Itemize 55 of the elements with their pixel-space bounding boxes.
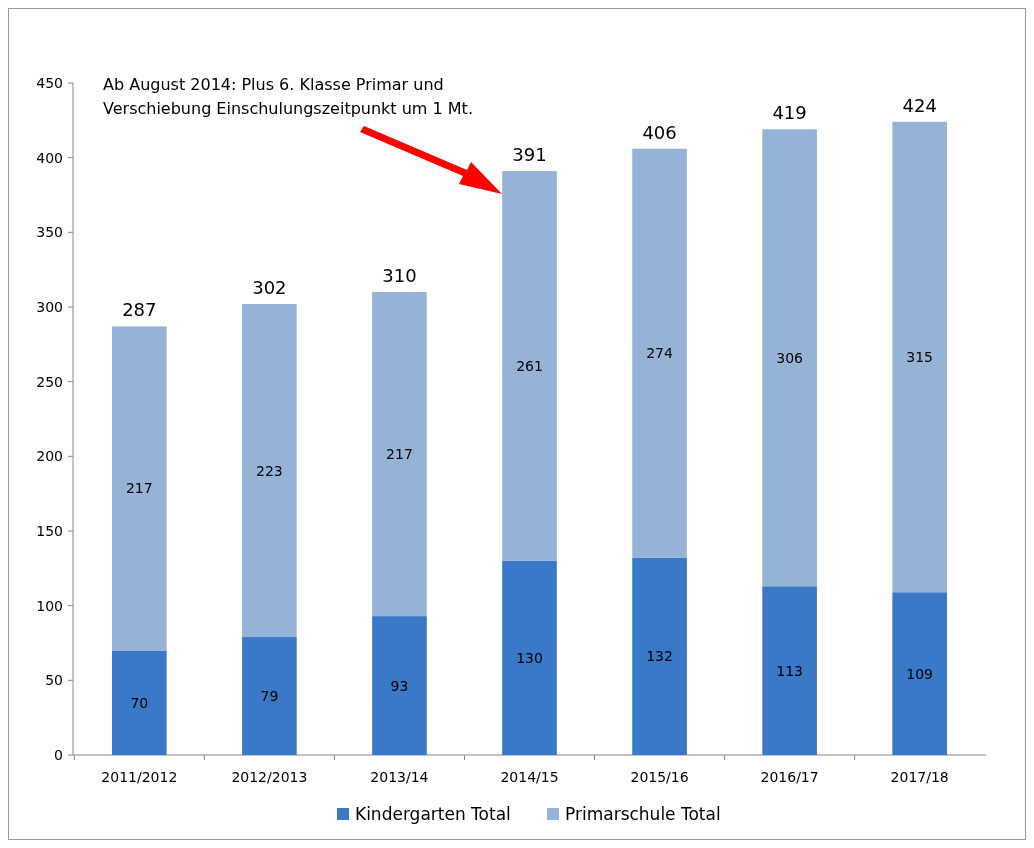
bar bbox=[632, 557, 687, 755]
data-label: 79 bbox=[260, 688, 279, 705]
data-label: 132 bbox=[646, 648, 673, 665]
total-label: 419 bbox=[772, 102, 807, 124]
bar bbox=[892, 121, 947, 593]
bar bbox=[112, 326, 167, 651]
x-tick-label: 2017/18 bbox=[890, 769, 949, 785]
total-label: 424 bbox=[902, 94, 937, 116]
data-label: 217 bbox=[386, 446, 413, 463]
data-label: 261 bbox=[516, 357, 543, 374]
data-label: 306 bbox=[776, 349, 804, 366]
data-label: 93 bbox=[390, 677, 409, 694]
data-label: 113 bbox=[776, 662, 803, 679]
data-label: 130 bbox=[516, 649, 543, 666]
legend-label: Kindergarten Total bbox=[355, 804, 511, 824]
data-label: 274 bbox=[646, 345, 673, 362]
x-tick-label: 2016/17 bbox=[760, 769, 819, 785]
bar bbox=[372, 616, 427, 755]
total-label: 391 bbox=[512, 144, 547, 166]
y-tick-label: 400 bbox=[36, 149, 63, 166]
data-label: 315 bbox=[906, 349, 934, 366]
y-tick-label: 300 bbox=[36, 299, 63, 315]
y-tick-label: 450 bbox=[36, 75, 63, 91]
data-label: 223 bbox=[256, 462, 283, 479]
x-tick-label: 2012/2013 bbox=[231, 769, 308, 785]
y-tick-label: 200 bbox=[36, 448, 63, 465]
total-label: 310 bbox=[382, 265, 417, 287]
y-tick-label: 150 bbox=[36, 523, 63, 539]
bar bbox=[372, 292, 427, 617]
bar bbox=[242, 304, 297, 638]
bar bbox=[502, 560, 557, 755]
x-tick-label: 2014/15 bbox=[500, 769, 559, 785]
bar bbox=[242, 637, 297, 755]
legend-label: Primarschule Total bbox=[565, 804, 721, 824]
annotation: Ab August 2014: Plus 6. Klasse Primar und Verschiebung Einschulungszeitpunkt um 1 Mt. bbox=[103, 75, 473, 118]
bar bbox=[632, 148, 687, 558]
y-tick-label: 50 bbox=[45, 672, 63, 689]
y-tick-label: 100 bbox=[36, 597, 63, 614]
total-label: 287 bbox=[122, 299, 157, 321]
total-label: 302 bbox=[252, 277, 287, 299]
bar bbox=[762, 586, 817, 755]
x-tick-label: 2015/16 bbox=[630, 769, 689, 785]
y-tick-label: 0 bbox=[54, 747, 63, 763]
x-tick-label: 2013/14 bbox=[370, 769, 429, 785]
data-label: 70 bbox=[130, 694, 149, 711]
bar bbox=[112, 650, 167, 755]
bar bbox=[762, 129, 817, 587]
data-label: 109 bbox=[906, 665, 934, 682]
data-label: 217 bbox=[125, 480, 153, 497]
bar bbox=[892, 592, 947, 755]
y-tick-label: 250 bbox=[36, 373, 63, 390]
bar bbox=[502, 171, 557, 561]
y-tick-label: 350 bbox=[36, 224, 63, 241]
x-tick-label: 2011/2012 bbox=[101, 769, 178, 785]
total-label: 406 bbox=[642, 121, 677, 143]
